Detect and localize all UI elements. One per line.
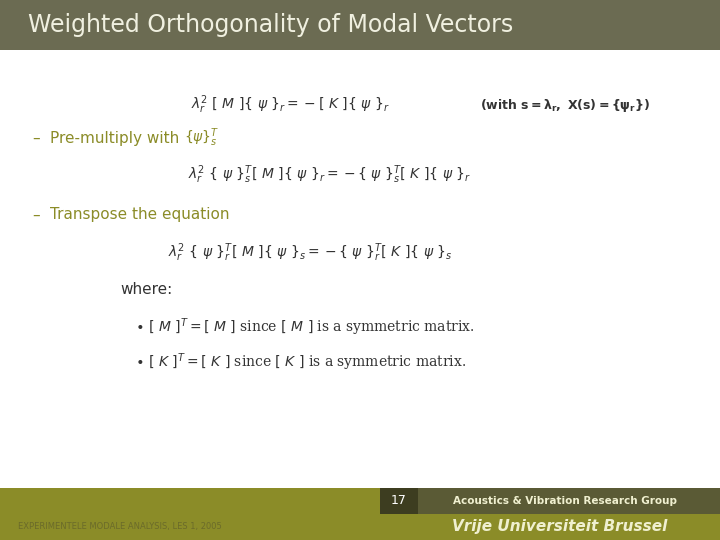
Text: $\lambda_r^2\ \{\ \psi\ \}_s^T\left[\ M\ \right]\{\ \psi\ \}_r = -\{\ \psi\ \}_s: $\lambda_r^2\ \{\ \psi\ \}_s^T\left[\ M\… xyxy=(189,164,472,186)
Text: –: – xyxy=(32,207,40,222)
Text: Vrije Universiteit Brussel: Vrije Universiteit Brussel xyxy=(452,519,667,535)
Text: $\lambda_r^2\ \left[\ M\ \right]\{\ \psi\ \}_r = -\left[\ K\ \right]\{\ \psi\ \}: $\lambda_r^2\ \left[\ M\ \right]\{\ \psi… xyxy=(191,94,390,116)
Text: Transpose the equation: Transpose the equation xyxy=(50,207,230,222)
Bar xyxy=(0,0,720,50)
Text: $\{\psi\}_s^T$: $\{\psi\}_s^T$ xyxy=(184,127,220,149)
Text: –: – xyxy=(32,131,40,145)
Bar xyxy=(380,488,418,514)
Text: $\mathbf{(with\ s = \lambda_r,\ X(s) = \{\psi_r\})}$: $\mathbf{(with\ s = \lambda_r,\ X(s) = \… xyxy=(480,97,650,113)
Text: Weighted Orthogonality of Modal Vectors: Weighted Orthogonality of Modal Vectors xyxy=(28,13,513,37)
Text: $\bullet\ \left[\ M\ \right]^T = \left[\ M\ \right]$ since $\left[\ M\ \right]$ : $\bullet\ \left[\ M\ \right]^T = \left[\… xyxy=(135,316,474,338)
Text: $\bullet\ \left[\ K\ \right]^T = \left[\ K\ \right]$ since $\left[\ K\ \right]$ : $\bullet\ \left[\ K\ \right]^T = \left[\… xyxy=(135,351,466,373)
Bar xyxy=(0,50,720,488)
Text: where:: where: xyxy=(120,282,172,298)
Text: Acoustics & Vibration Research Group: Acoustics & Vibration Research Group xyxy=(453,496,677,506)
Text: Pre-multiply with: Pre-multiply with xyxy=(50,131,184,145)
Bar xyxy=(0,488,720,540)
Text: $\lambda_r^2\ \{\ \psi\ \}_r^T\left[\ M\ \right]\{\ \psi\ \}_s = -\{\ \psi\ \}_r: $\lambda_r^2\ \{\ \psi\ \}_r^T\left[\ M\… xyxy=(168,242,452,264)
Text: EXPERIMENTELE MODALE ANALYSIS, LES 1, 2005: EXPERIMENTELE MODALE ANALYSIS, LES 1, 20… xyxy=(18,523,222,531)
Text: 17: 17 xyxy=(391,495,407,508)
Bar xyxy=(380,488,720,514)
